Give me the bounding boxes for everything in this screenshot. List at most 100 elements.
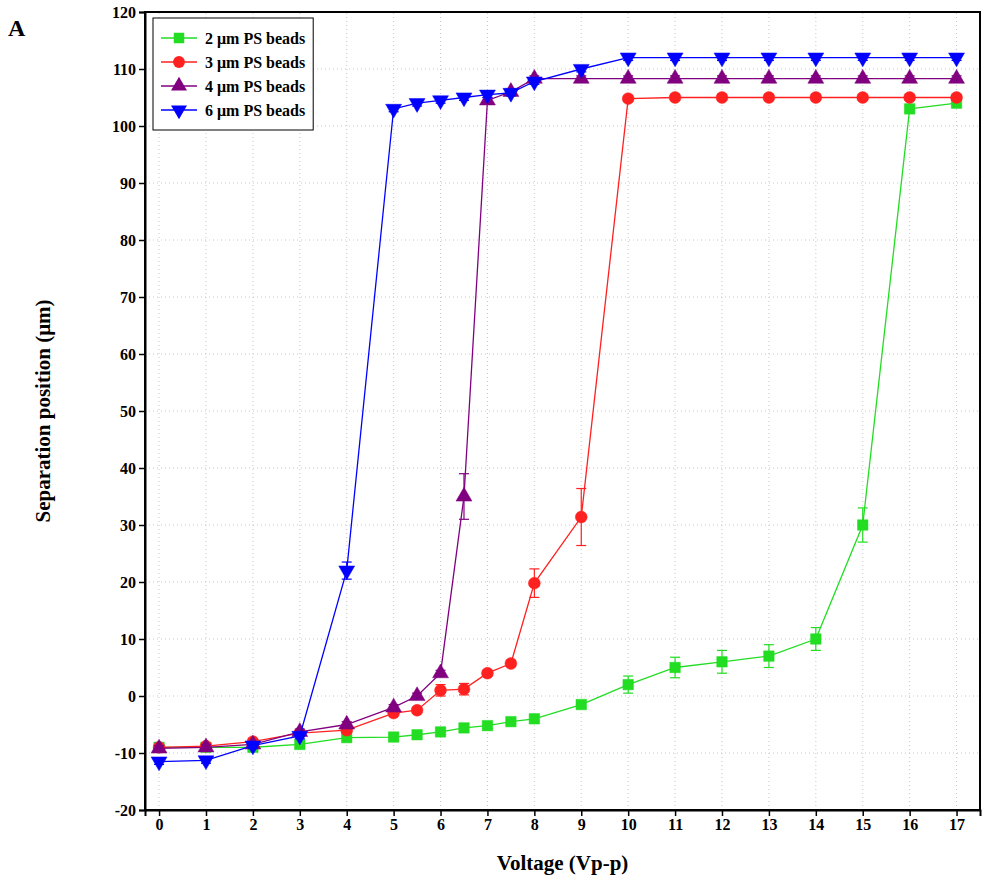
tick-label: 5: [390, 816, 398, 833]
tick-label: 10: [120, 631, 136, 648]
tick: 80: [120, 232, 145, 249]
tick: 9: [578, 810, 586, 833]
marker: [456, 487, 472, 501]
legend-item: 4 μm PS beads: [161, 77, 305, 96]
marker: [435, 727, 445, 737]
error-bar: [764, 645, 774, 668]
error-bar: [576, 489, 586, 546]
marker: [714, 53, 730, 67]
marker: [857, 92, 869, 104]
axis-line: [139, 13, 146, 811]
marker: [503, 88, 519, 102]
tick: -20: [115, 802, 145, 819]
tick: 50: [120, 403, 145, 420]
grid-line: [145, 354, 980, 355]
tick: 5: [390, 810, 398, 833]
marker: [526, 77, 542, 91]
marker: [506, 716, 516, 726]
tick: 0: [128, 688, 145, 705]
marker: [433, 664, 449, 678]
y-axis-title: Separation position (μm): [31, 299, 55, 522]
marker: [573, 64, 589, 78]
grid-line: [159, 12, 160, 810]
grid-line: [628, 12, 629, 810]
tick-label: 30: [120, 517, 136, 534]
tick-label: 80: [120, 232, 136, 249]
marker: [761, 53, 777, 67]
tick-label: 0: [156, 816, 164, 833]
grid-line: [145, 240, 980, 241]
tick-label: 8: [531, 816, 539, 833]
tick-label: 3: [296, 816, 304, 833]
error-bar-cap: [717, 650, 727, 651]
marker: [904, 92, 916, 104]
tick-label: 11: [668, 816, 683, 833]
tick: 13: [761, 810, 777, 833]
tick-label: -20: [115, 802, 136, 819]
grid-line: [145, 468, 980, 469]
marker: [902, 69, 918, 83]
marker: [409, 99, 425, 113]
marker: [808, 69, 824, 83]
tick-mark: [722, 810, 724, 816]
tick-label: 2: [249, 816, 257, 833]
chart: 01234567891011121314151617-20-1001020304…: [0, 0, 990, 882]
marker: [435, 684, 447, 696]
tick: 7: [484, 810, 492, 833]
tick-mark: [534, 810, 536, 816]
tick-mark: [139, 696, 145, 698]
tick: 90: [120, 175, 145, 192]
error-bar-cap: [811, 650, 821, 651]
marker: [951, 92, 963, 104]
error-bar-cap: [623, 693, 633, 694]
grid-line: [145, 582, 980, 583]
marker: [717, 657, 727, 667]
tick-mark: [816, 810, 818, 816]
tick: 3: [296, 810, 304, 833]
marker: [667, 53, 683, 67]
marker: [669, 92, 681, 104]
error-bar: [436, 685, 446, 696]
tick-label: 6: [437, 816, 445, 833]
marker: [620, 69, 636, 83]
tick-mark: [487, 810, 489, 816]
tick-label: 20: [120, 574, 136, 591]
error-bar-cap: [858, 507, 868, 508]
tick: 16: [902, 810, 918, 833]
error-bar-cap: [623, 675, 633, 676]
error-bar-cap: [529, 597, 539, 598]
legend-item: 2 μm PS beads: [161, 30, 305, 48]
tick: 1: [202, 810, 210, 833]
error-bar: [858, 508, 868, 542]
grid: [145, 12, 980, 810]
tick-label: 17: [949, 816, 965, 833]
tick: 2: [249, 810, 257, 833]
marker: [409, 687, 425, 701]
marker: [479, 90, 495, 104]
tick-label: 16: [902, 816, 918, 833]
tick-label: 14: [808, 816, 824, 833]
tick-mark: [909, 810, 911, 816]
marker: [575, 511, 587, 523]
tick-mark: [139, 810, 145, 812]
plot-area: [151, 53, 964, 771]
tick-label: 13: [761, 816, 777, 833]
tick-label: 90: [120, 175, 136, 192]
legend-label: 6 μm PS beads: [205, 102, 305, 120]
error-bar-cap: [764, 667, 774, 668]
marker: [245, 741, 261, 755]
tick-mark: [862, 810, 864, 816]
error-bar-cap: [529, 568, 539, 569]
tick-mark: [300, 810, 302, 816]
tick-mark: [139, 240, 145, 242]
tick-mark: [139, 411, 145, 413]
tick-label: 60: [120, 346, 136, 363]
tick-mark: [675, 810, 677, 816]
error-bar-cap: [342, 561, 352, 562]
marker: [505, 658, 517, 670]
tick-mark: [956, 810, 958, 816]
legend-marker: [171, 105, 187, 119]
legend-item: 3 μm PS beads: [161, 54, 305, 72]
marker: [433, 96, 449, 110]
legend-label: 4 μm PS beads: [205, 78, 305, 96]
